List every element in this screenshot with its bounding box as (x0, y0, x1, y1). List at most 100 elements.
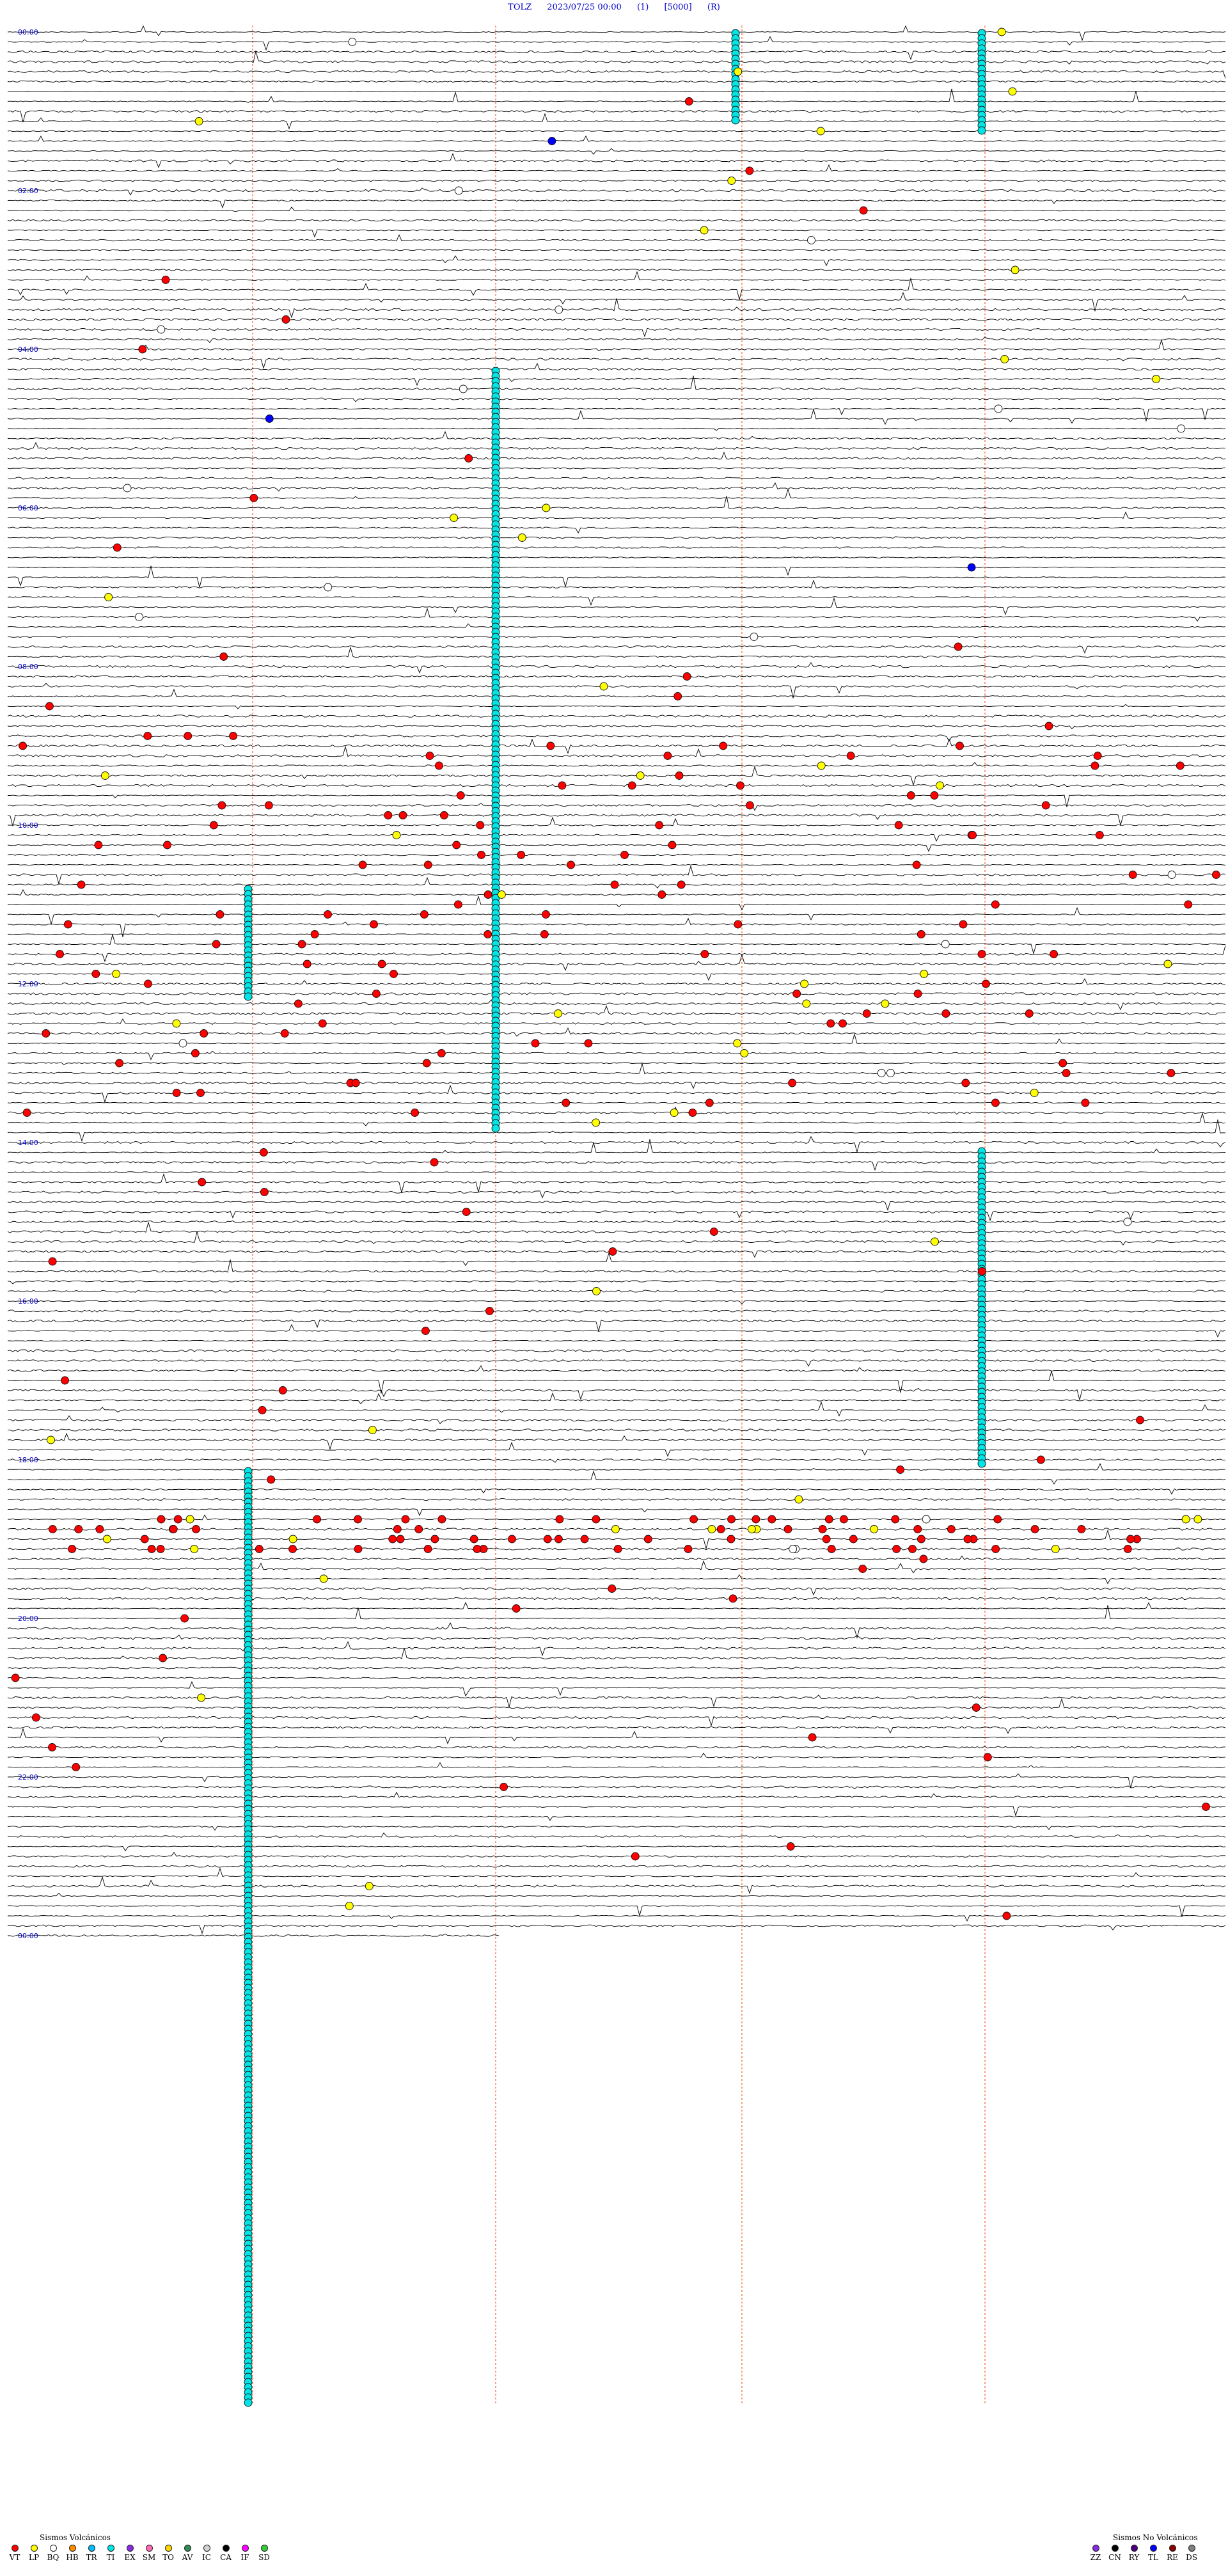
lp-event-marker (197, 1693, 206, 1702)
trace-row (7, 526, 1226, 534)
vt-event-marker (839, 1515, 848, 1524)
lp-event-marker (112, 970, 121, 978)
legend-volcanic-code-if: IF (240, 2553, 249, 2562)
legend-volcanic-items: VT LP BQ HB TR TI EX SM TO AV IC CA IF SD (6, 2545, 272, 2562)
vt-event-marker (822, 1535, 831, 1544)
vt-event-marker (972, 1703, 980, 1712)
trace-row (8, 1508, 1226, 1517)
mixed-event-marker (542, 503, 551, 512)
vt-event-marker (278, 1386, 287, 1395)
legend-nonvolcanic-item-ry: RY (1126, 2545, 1142, 2562)
trace-row (7, 1892, 1226, 1898)
vt-event-marker (303, 960, 311, 968)
vt-event-marker (94, 841, 103, 849)
vt-event-marker (354, 1515, 362, 1524)
vt-event-marker (643, 1535, 652, 1544)
trace-row (8, 229, 1226, 238)
vt-event-marker (1090, 761, 1099, 770)
vt-event-marker (567, 860, 576, 869)
vt-event-marker (1184, 900, 1193, 909)
trace-row (7, 738, 1226, 754)
vt-event-marker (423, 860, 432, 869)
vt-event-marker (783, 1525, 792, 1533)
trace-row (7, 1865, 1226, 1868)
trace-row (7, 734, 1226, 742)
trace-row (8, 834, 1226, 842)
mixed-event-marker (249, 494, 258, 502)
trace-row (7, 1221, 1226, 1223)
trace-row (7, 1785, 1226, 1790)
trace-row (7, 70, 1226, 79)
legend-volcanic-dot-vt (11, 2545, 19, 2552)
trace-row (7, 1135, 1226, 1153)
bq-event-marker (1167, 871, 1176, 879)
vt-event-marker (792, 990, 801, 998)
legend-nonvolcanic: Sismos No Volcánicos ZZ CN RY TL RE DS (1087, 2533, 1225, 2572)
trace-row (7, 109, 1226, 123)
trace-row (7, 646, 1226, 658)
vt-event-marker (906, 791, 915, 800)
vt-event-marker (469, 1535, 478, 1544)
lp-event-marker (190, 1545, 199, 1553)
trace-row (7, 1726, 1226, 1734)
trace-row (7, 557, 1226, 558)
trace-row (7, 153, 1226, 168)
vt-event-marker (260, 1188, 269, 1196)
vt-event-marker (439, 811, 448, 819)
bq-event-marker (941, 940, 950, 949)
vt-event-marker (377, 960, 386, 968)
mixed-event-marker (555, 305, 563, 314)
trace-row (7, 375, 1226, 391)
trace-row (7, 1832, 1226, 1838)
vt-event-marker (180, 1614, 189, 1623)
vt-event-marker (1081, 1098, 1090, 1107)
legend-volcanic-dot-sm (145, 2545, 153, 2552)
mixed-event-marker (454, 186, 463, 195)
vt-event-marker (788, 1079, 797, 1087)
vt-event-marker (508, 1535, 516, 1544)
trace-row (7, 906, 1226, 926)
vt-event-marker (978, 1267, 986, 1276)
vt-event-marker (862, 1009, 871, 1018)
trace-row (7, 973, 1226, 981)
legend-volcanic-item-ti: TI (102, 2545, 119, 2562)
trace-row (7, 1106, 1226, 1115)
vt-event-marker (719, 741, 728, 750)
vt-event-marker (858, 1565, 867, 1573)
trace-row (7, 1752, 1226, 1759)
legend-nonvolcanic-title: Sismos No Volcánicos (1113, 2533, 1198, 2542)
vt-event-marker (115, 1059, 124, 1068)
vt-event-marker (655, 821, 664, 830)
trace-row (7, 477, 1226, 480)
vt-event-marker (172, 1089, 181, 1097)
vt-event-marker (421, 1327, 430, 1335)
trace-row (8, 1339, 1226, 1342)
vt-event-marker (891, 1515, 900, 1524)
vt-event-marker (677, 880, 686, 889)
trace-row (7, 1401, 1226, 1417)
vt-event-marker (663, 752, 672, 760)
trace-row (7, 1641, 1226, 1657)
trace-row (7, 1324, 1226, 1338)
hour-label: 02:00 (18, 187, 38, 195)
trace-row (7, 675, 1226, 679)
vt-event-marker (74, 1525, 83, 1533)
vt-event-marker (826, 1019, 835, 1028)
trace-row (7, 1716, 1226, 1727)
trace-row (7, 1252, 1226, 1267)
vt-event-marker (430, 1535, 439, 1544)
trace-row (7, 1698, 1226, 1709)
lp-event-marker (1181, 1515, 1190, 1524)
mixed-event-marker (138, 345, 147, 354)
mixed-event-marker (104, 593, 113, 601)
vt-event-marker (258, 1406, 267, 1414)
vt-event-marker (917, 1535, 925, 1544)
vt-event-marker (657, 890, 666, 899)
vt-event-marker (500, 1783, 508, 1791)
trace-row (7, 813, 1226, 826)
trace-row (7, 1489, 1226, 1495)
lp-event-marker (185, 1515, 194, 1524)
vt-event-marker (42, 1029, 51, 1038)
legend-volcanic-dot-tr (88, 2545, 95, 2552)
trace-row (7, 566, 1226, 576)
